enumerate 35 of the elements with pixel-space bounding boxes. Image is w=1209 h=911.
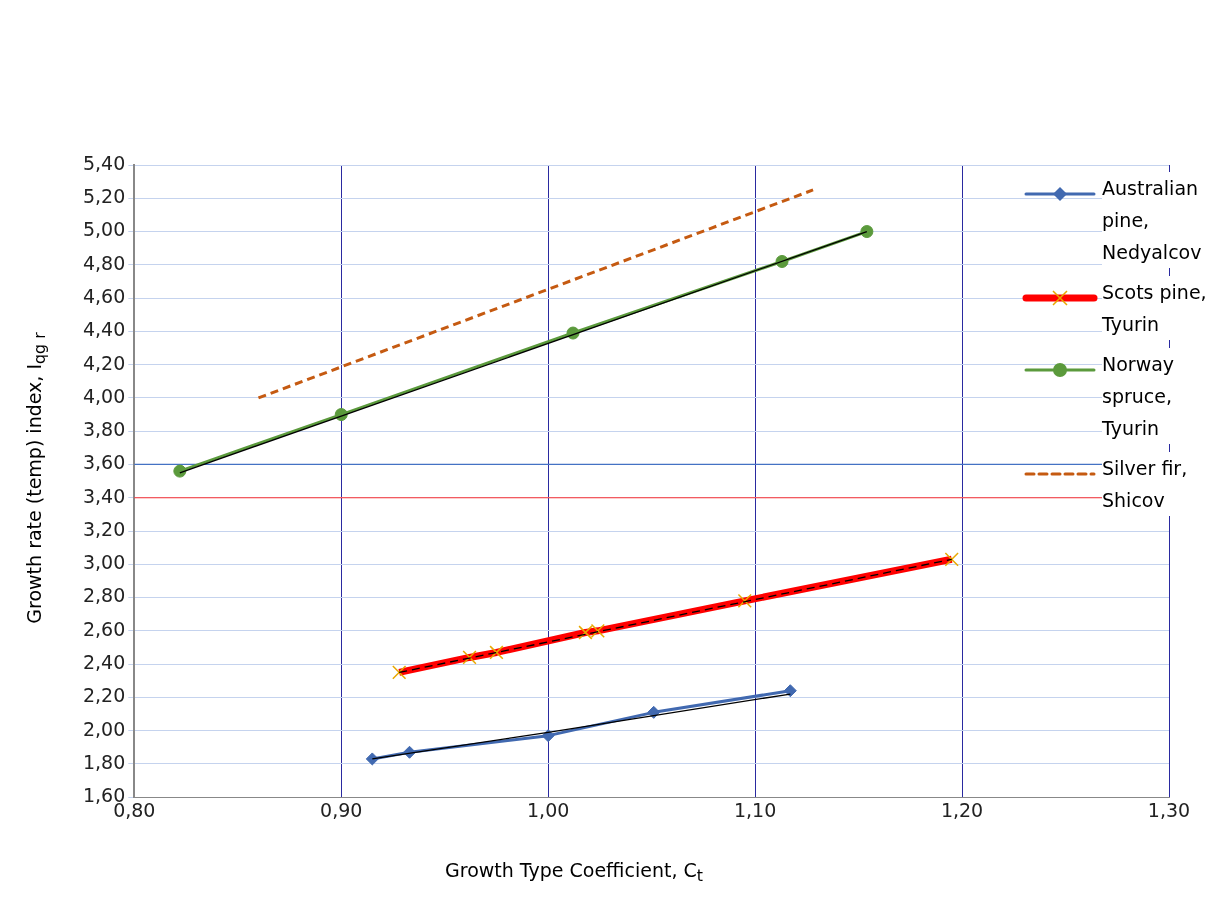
- y-tick-label: 5,40: [82, 151, 126, 174]
- y-tick-label: 3,20: [82, 517, 126, 540]
- y-tick-label: 3,60: [82, 451, 126, 474]
- y-tick-label: 5,00: [82, 218, 126, 241]
- y-tick-label: 4,60: [82, 285, 126, 308]
- legend-label: Norway spruce, Tyurin: [1102, 348, 1209, 444]
- point: [541, 729, 555, 743]
- y-tick-label: 2,40: [82, 651, 126, 674]
- y-tick-label: 2,80: [82, 584, 126, 607]
- point: [860, 225, 874, 239]
- point: [783, 684, 797, 698]
- x-tick-label: 1,00: [527, 798, 570, 821]
- x-tick-label: 1,20: [940, 798, 984, 821]
- x-tick-label: 1,10: [733, 798, 777, 821]
- y-tick-label: 3,80: [82, 418, 126, 441]
- y-tick-label: 4,00: [82, 384, 126, 407]
- x-tick-label: 1,30: [1147, 798, 1191, 821]
- y-tick-label: 3,40: [82, 484, 126, 507]
- x-tick-label: 0,90: [320, 798, 363, 821]
- y-tick-label: 4,80: [82, 251, 126, 274]
- y-tick-label: 1,80: [82, 750, 126, 773]
- x-axis-title: Growth Type Coefficient, C$_{t}$: [445, 858, 703, 886]
- y-tick-label: 2,60: [82, 617, 126, 640]
- point: [365, 752, 379, 766]
- y-tick-label: 3,00: [82, 551, 126, 574]
- legend-label: Scots pine, Tyurin: [1102, 276, 1209, 340]
- y-tick-label: 4,40: [82, 318, 126, 341]
- y-tick-label: 2,00: [82, 717, 126, 740]
- y-tick-label: 2,20: [82, 684, 126, 707]
- legend-label: Silver fir, Shicov: [1102, 452, 1209, 516]
- point: [173, 464, 187, 478]
- point: [647, 705, 661, 719]
- legend-label: Australian pine, Nedyalcov: [1102, 172, 1209, 268]
- y-tick-label: 5,20: [82, 185, 126, 208]
- y-tick-label: 4,20: [82, 351, 126, 374]
